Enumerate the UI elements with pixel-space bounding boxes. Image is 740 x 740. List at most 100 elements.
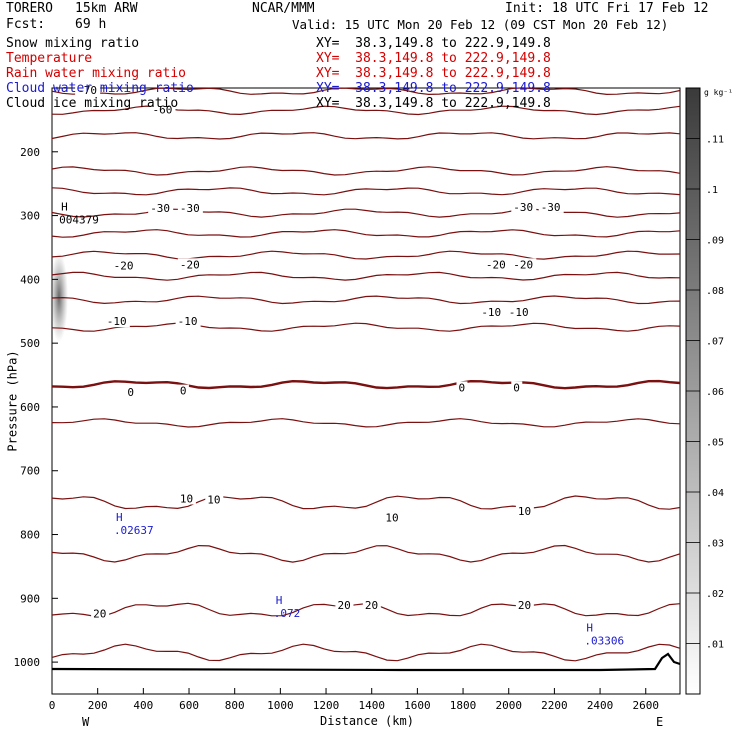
contour-label: 10	[207, 494, 220, 507]
contour-label: -30	[513, 201, 533, 214]
colorbar-tick-label: .08	[706, 286, 724, 297]
contour-label: -60	[152, 103, 172, 116]
y-tick-label: 800	[20, 529, 40, 542]
x-tick-label: 1800	[450, 699, 477, 712]
contour-label-bg	[511, 258, 537, 271]
colorbar-tick-label: .03	[706, 539, 724, 550]
x-tick-label: 1600	[404, 699, 431, 712]
contour-label-bg	[383, 511, 402, 524]
x-tick-label: 1400	[358, 699, 385, 712]
x-axis-label: Distance (km)	[320, 714, 414, 728]
contour-line	[51, 295, 681, 305]
x-tick-label: 400	[133, 699, 153, 712]
colorbar-tick-label: .09	[706, 236, 724, 247]
contour-label: 0	[458, 381, 465, 394]
east-label: E	[656, 715, 664, 729]
contour-label-bg	[104, 315, 130, 328]
field-name: Cloud water mixing ratio	[6, 81, 194, 96]
valid-time: Valid: 15 UTC Mon 20 Feb 12 (09 CST Mon …	[292, 17, 669, 32]
colorbar-tick-label: .06	[706, 387, 724, 398]
contour-line	[51, 379, 681, 390]
fcst-label: Fcst:	[6, 17, 46, 32]
contour-line	[51, 208, 681, 218]
org-name: NCAR/MMM	[252, 1, 315, 16]
y-tick-label: 600	[20, 401, 40, 414]
high-value: .03306	[584, 634, 624, 647]
contour-line	[51, 229, 681, 238]
contour-label: -10	[107, 315, 127, 328]
field-xy: XY= 38.3,149.8 to 222.9,149.8	[316, 36, 551, 51]
high-value: .02637	[114, 524, 154, 537]
contour-label-bg	[515, 598, 534, 611]
contour-line	[51, 418, 681, 428]
contour-line	[51, 271, 681, 281]
contour-label: -20	[513, 258, 533, 271]
field-name: Temperature	[6, 51, 93, 66]
contour-label: -30	[180, 202, 200, 215]
high-value: .072	[274, 607, 301, 620]
x-tick-label: 0	[49, 699, 56, 712]
high-marker: H	[276, 594, 283, 607]
contour-label-bg	[506, 306, 532, 319]
contour-label: -30	[150, 202, 170, 215]
contour-line	[51, 187, 681, 196]
contour-line	[51, 495, 681, 510]
contour-label: 0	[127, 386, 134, 399]
init-time: Init: 18 UTC Fri 17 Feb 12	[505, 1, 709, 16]
x-tick-label: 200	[88, 699, 108, 712]
model-name: TORERO	[6, 1, 53, 16]
field-name: Rain water mixing ratio	[6, 66, 187, 81]
field-xy: XY= 38.3,149.8 to 222.9,149.8	[316, 96, 551, 111]
contour-label-bg	[111, 259, 137, 272]
x-tick-label: 1200	[313, 699, 340, 712]
contour-line	[51, 322, 681, 332]
contour-label: 20	[365, 599, 378, 612]
contour-line	[51, 643, 681, 662]
contour-label-bg	[125, 385, 137, 398]
contour-label-bg	[91, 607, 110, 620]
x-tick-label: 2600	[632, 699, 659, 712]
contour-label-bg	[456, 381, 468, 394]
colorbar-tick-label: .04	[706, 488, 724, 499]
contour-label: 20	[93, 607, 106, 620]
contour-label-bg	[148, 202, 174, 215]
high-marker: H	[116, 511, 123, 524]
high-marker: H	[61, 200, 68, 213]
contour-label: 0	[513, 381, 520, 394]
colorbar-unit: g kg⁻¹	[704, 88, 733, 97]
contour-label: 0	[180, 385, 187, 398]
fcst-value: 69 h	[75, 17, 107, 32]
contour-label: -20	[486, 258, 506, 271]
y-tick-label: 200	[20, 146, 40, 159]
contour-label: -70	[77, 84, 97, 97]
contour-label-bg	[205, 493, 224, 506]
field-name: Snow mixing ratio	[6, 36, 140, 51]
contour-label-bg	[479, 306, 505, 319]
west-label: W	[82, 715, 90, 729]
contour-label-bg	[538, 200, 564, 213]
y-tick-label: 700	[20, 465, 40, 478]
field-name: Cloud ice mixing ratio	[6, 96, 179, 111]
contour-line	[51, 166, 681, 176]
terrain-line	[51, 652, 681, 672]
contour-label-bg	[511, 381, 523, 394]
x-tick-label: 2400	[587, 699, 614, 712]
contour-label-bg	[177, 258, 203, 271]
field-xy: XY= 38.3,149.8 to 222.9,149.8	[316, 51, 551, 66]
contour-label-bg	[515, 505, 534, 518]
contour-label-bg	[150, 103, 176, 116]
plot-frame	[51, 87, 681, 695]
contour-label: -10	[481, 306, 501, 319]
contour-label-bg	[483, 258, 509, 271]
contour-label: -10	[509, 306, 529, 319]
x-tick-label: 2200	[541, 699, 568, 712]
contour-line	[51, 544, 681, 563]
contour-label-bg	[177, 202, 203, 215]
colorbar-tick-label: .01	[706, 640, 724, 651]
contour-label: 20	[518, 599, 531, 612]
x-tick-label: 600	[179, 699, 199, 712]
contour-line	[51, 132, 681, 140]
y-tick-label: 400	[20, 273, 40, 286]
colorbar-tick-label: .02	[706, 589, 724, 600]
